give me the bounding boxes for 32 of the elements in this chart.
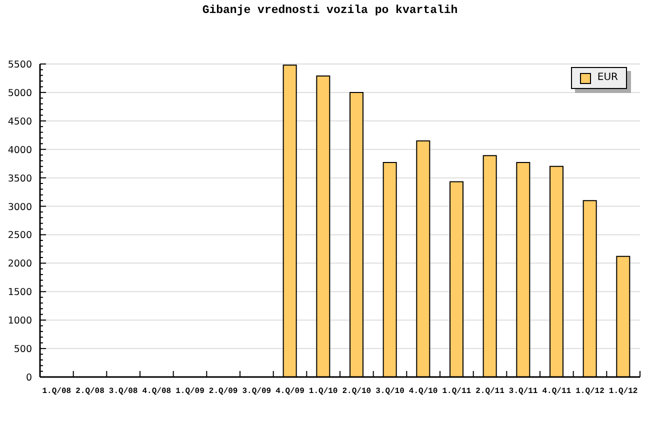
- x-tick-label: 3.Q/10: [376, 387, 405, 396]
- x-tick-label: 1.Q/09: [176, 387, 205, 396]
- x-tick-label: 2.Q/09: [208, 387, 238, 396]
- legend-label: EUR: [597, 71, 618, 85]
- x-tick-label: 1.Q/12: [576, 387, 605, 396]
- x-tick-label: 4.Q/10: [408, 387, 438, 396]
- y-tick-label: 1000: [8, 316, 32, 327]
- x-tick-label: 3.Q/08: [108, 387, 138, 396]
- y-tick-label: 500: [14, 344, 32, 356]
- y-tick-label: 2500: [8, 230, 32, 242]
- x-tick-label: 2.Q/08: [76, 387, 105, 396]
- x-tick-label: 3.Q/11: [508, 387, 538, 396]
- y-tick-label: 4500: [8, 116, 32, 128]
- y-tick-label: 5000: [8, 88, 32, 99]
- y-tick-label: 3000: [8, 202, 32, 213]
- x-tick-label: 1.Q/11: [442, 387, 472, 396]
- y-tick-label: 0: [26, 372, 32, 384]
- y-tick-label: 5500: [8, 60, 32, 70]
- x-tick-label: 4.Q/09: [276, 387, 305, 396]
- chart-title: Gibanje vrednosti vozila po kvartalih: [201, 4, 459, 18]
- y-tick-label: 3500: [8, 173, 32, 184]
- y-tick-label: 1500: [8, 287, 32, 298]
- x-tick-label: 1.Q/08: [42, 387, 72, 396]
- y-tick-label: 2000: [8, 258, 32, 270]
- y-tick-label: 4000: [8, 144, 32, 156]
- x-tick-label: 1.Q/12: [608, 387, 638, 396]
- x-tick-label: 2.Q/11: [476, 387, 505, 396]
- x-tick-label: 4.Q/08: [142, 387, 172, 396]
- x-tick-label: 1.Q/10: [308, 387, 338, 396]
- x-tick-label: 3.Q/09: [242, 387, 272, 396]
- x-tick-label: 2.Q/10: [342, 387, 372, 396]
- x-tick-label: 4.Q/11: [542, 387, 572, 396]
